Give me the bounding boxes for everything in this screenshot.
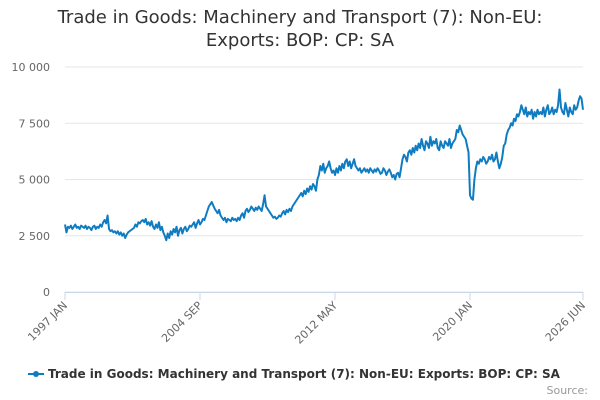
y-tick-label: 7 500: [19, 117, 51, 130]
x-tick-label: 2026 JUN: [543, 299, 588, 344]
y-tick-label: 5 000: [19, 174, 51, 187]
legend-label: Trade in Goods: Machinery and Transport …: [48, 367, 561, 381]
source: Source:: [547, 384, 589, 397]
x-tick-label: 1997 JAN: [25, 299, 70, 344]
y-tick-label: 2 500: [19, 230, 51, 243]
chart-title: Trade in Goods: Machinery and Transport …: [57, 7, 543, 51]
x-tick-label: 2004 SEP: [159, 299, 205, 345]
y-tick-label: 10 000: [12, 61, 51, 74]
y-tick-label: 0: [43, 286, 50, 299]
x-tick-label: 2020 JAN: [430, 299, 475, 344]
data-line: [64, 88, 584, 242]
legend-marker: [33, 371, 39, 377]
x-tick-label: 2012 MAY: [292, 299, 340, 347]
